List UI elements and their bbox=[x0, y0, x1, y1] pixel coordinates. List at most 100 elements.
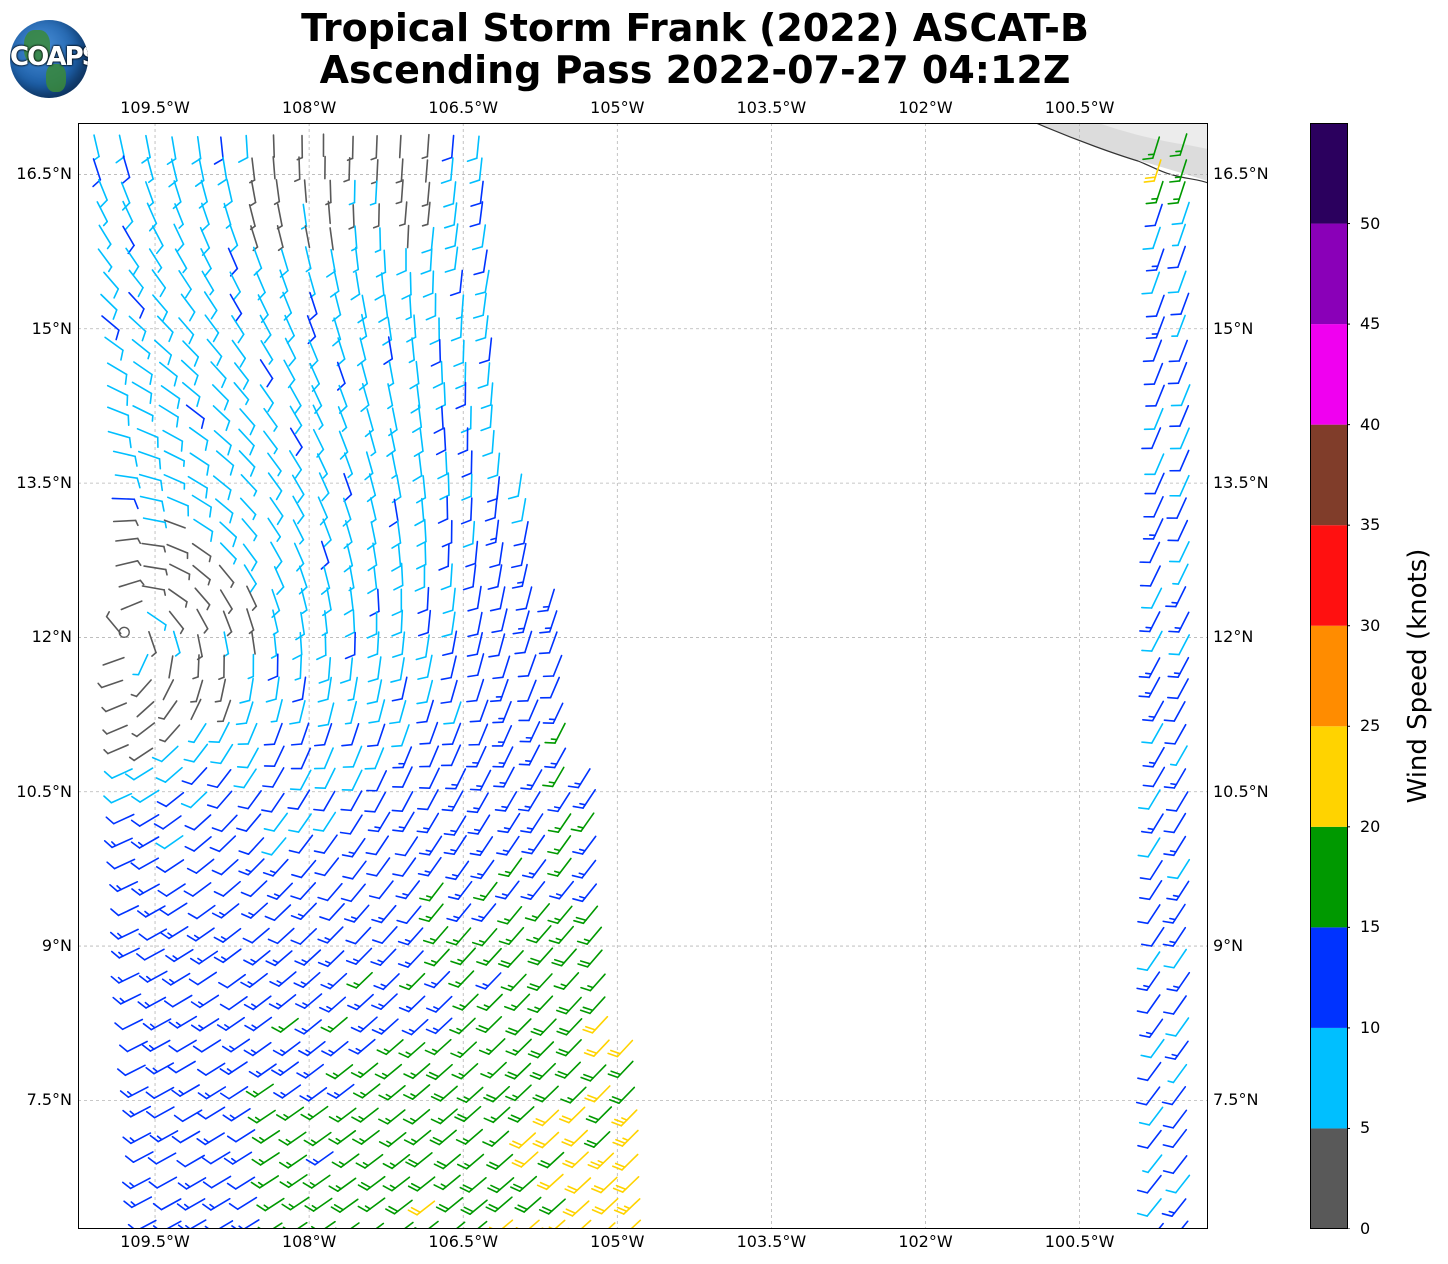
wind-barb bbox=[322, 518, 332, 548]
wind-barb bbox=[231, 1219, 260, 1229]
wind-barb bbox=[1166, 971, 1191, 992]
wind-barb bbox=[271, 1061, 299, 1076]
wind-barb bbox=[612, 1153, 639, 1171]
wind-barb bbox=[159, 902, 188, 916]
wind-barb bbox=[480, 1061, 507, 1079]
wind-barb bbox=[180, 359, 199, 386]
wind-barb bbox=[336, 361, 346, 391]
lon-tick-label-bottom: 108°W bbox=[281, 1232, 337, 1251]
wind-barb bbox=[494, 791, 518, 812]
wind-barb bbox=[475, 315, 489, 342]
wind-barb bbox=[213, 880, 241, 897]
wind-barb bbox=[211, 814, 238, 833]
wind-barb bbox=[239, 677, 254, 704]
wind-barb bbox=[238, 837, 265, 855]
wind-barb bbox=[196, 1062, 226, 1076]
wind-barb bbox=[288, 834, 314, 854]
wind-barb bbox=[115, 134, 125, 164]
wind-barb bbox=[350, 271, 361, 301]
wind-barb bbox=[114, 1018, 144, 1031]
wind-barb bbox=[248, 1063, 277, 1078]
wind-barb bbox=[242, 543, 258, 572]
wind-barb bbox=[247, 1109, 276, 1124]
wind-barb bbox=[415, 634, 430, 661]
wind-barb bbox=[178, 317, 195, 345]
wind-barb bbox=[151, 745, 179, 763]
wind-barb bbox=[514, 630, 533, 655]
wind-barb bbox=[186, 858, 215, 874]
wind-barb bbox=[314, 767, 336, 790]
wind-barb bbox=[328, 1177, 357, 1192]
wind-barb bbox=[482, 429, 495, 457]
wind-barb bbox=[251, 1152, 280, 1166]
wind-barb bbox=[174, 203, 184, 229]
wind-barb bbox=[300, 587, 308, 614]
wind-barb bbox=[469, 769, 492, 791]
wind-barb bbox=[396, 905, 422, 925]
wind-barb bbox=[517, 791, 541, 812]
wind-barb bbox=[446, 903, 472, 922]
wind-barb bbox=[130, 857, 160, 870]
lat-tick-label-left: 7.5°N bbox=[26, 1090, 72, 1110]
wind-barb bbox=[520, 813, 544, 834]
wind-barb bbox=[395, 158, 404, 184]
wind-barb bbox=[250, 225, 259, 252]
wind-barb bbox=[441, 519, 453, 548]
wind-barb bbox=[103, 837, 133, 849]
gridlines bbox=[78, 123, 1208, 1229]
wind-barb bbox=[145, 1106, 175, 1119]
wind-barb bbox=[405, 294, 412, 321]
wind-barb bbox=[326, 248, 336, 278]
wind-barb bbox=[374, 1063, 403, 1080]
wind-barb bbox=[504, 1062, 532, 1080]
wind-barb bbox=[103, 768, 133, 779]
wind-barb bbox=[414, 564, 426, 592]
wind-barb bbox=[347, 676, 359, 702]
wind-barb bbox=[441, 790, 464, 812]
wind-barb bbox=[418, 903, 444, 923]
wind-barb bbox=[163, 450, 186, 468]
colorbar-bin bbox=[1310, 424, 1348, 526]
wind-barb bbox=[438, 543, 450, 571]
wind-barb bbox=[1165, 1174, 1191, 1194]
wind-barb bbox=[177, 1177, 207, 1190]
wind-barb bbox=[154, 339, 173, 366]
wind-barb bbox=[1136, 1198, 1162, 1217]
wind-barb bbox=[474, 269, 490, 296]
wind-barb bbox=[149, 1130, 179, 1143]
wind-barb bbox=[470, 180, 484, 207]
wind-barb bbox=[303, 1131, 332, 1147]
wind-barb bbox=[119, 1040, 148, 1053]
wind-barb bbox=[183, 882, 212, 897]
wind-barb bbox=[440, 679, 458, 704]
wind-barb bbox=[378, 1109, 406, 1125]
wind-barb bbox=[414, 497, 425, 527]
wind-barb bbox=[1163, 812, 1187, 834]
wind-barb bbox=[1168, 339, 1188, 363]
wind-barb bbox=[128, 269, 144, 298]
wind-barb bbox=[456, 1086, 484, 1103]
wind-barb bbox=[475, 972, 502, 990]
wind-barb bbox=[142, 1018, 172, 1031]
wind-barb bbox=[1164, 723, 1187, 745]
wind-barb bbox=[372, 203, 381, 229]
wind-barb bbox=[346, 135, 354, 162]
wind-barb bbox=[416, 679, 434, 705]
wind-barb bbox=[240, 473, 258, 497]
wind-barb bbox=[447, 880, 473, 901]
wind-barb bbox=[256, 1197, 285, 1212]
wind-barb bbox=[271, 1017, 299, 1033]
wind-barb bbox=[168, 158, 178, 188]
wind-barb bbox=[443, 202, 458, 229]
wind-barb bbox=[520, 769, 543, 790]
wind-barb bbox=[259, 314, 272, 344]
wind-barb bbox=[103, 792, 133, 804]
wind-barb bbox=[1140, 926, 1165, 947]
wind-barb bbox=[145, 1062, 175, 1075]
wind-barb bbox=[251, 1129, 281, 1144]
wind-barb bbox=[157, 883, 186, 897]
wind-barb bbox=[156, 315, 174, 343]
wind-barb bbox=[492, 700, 512, 724]
wind-barb bbox=[449, 1017, 476, 1035]
land-highland bbox=[1098, 123, 1208, 149]
